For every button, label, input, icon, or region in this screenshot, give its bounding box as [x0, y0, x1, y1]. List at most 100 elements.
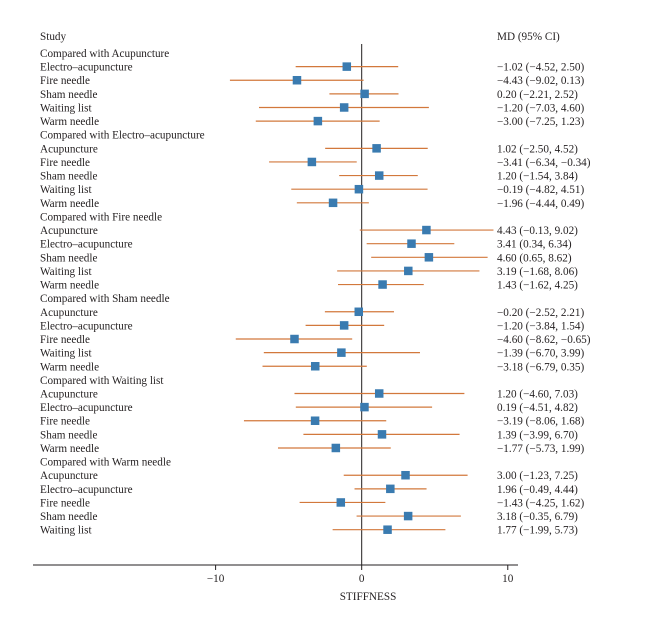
estimate-marker — [377, 430, 387, 439]
ci-value: −1.96 (−4.44, 0.49) — [497, 198, 584, 210]
ci-value: 3.19 (−1.68, 8.06) — [497, 266, 578, 278]
estimate-marker — [401, 470, 410, 480]
ci-value: −1.43 (−4.25, 1.62) — [497, 497, 584, 509]
row-label: Electro–acupuncture — [40, 484, 133, 496]
estimate-marker — [342, 62, 352, 71]
estimate-marker — [336, 498, 346, 507]
ci-value: 0.20 (−2.21, 2.52) — [497, 89, 578, 101]
study-column-header: Study — [40, 31, 67, 43]
x-tick-label: 0 — [359, 573, 365, 585]
ci-value: 1.39 (−3.99, 6.70) — [497, 429, 578, 441]
row-label: Fire needle — [40, 497, 90, 509]
row-label: Warm needle — [40, 198, 99, 210]
row-label: Sham needle — [40, 89, 98, 101]
row-label: Electro–acupuncture — [40, 320, 133, 332]
group-title: Compared with Warm needle — [40, 457, 171, 469]
ci-value: 4.60 (0.65, 8.62) — [497, 252, 572, 264]
ci-value: 3.41 (0.34, 6.34) — [497, 239, 572, 251]
estimate-marker — [372, 144, 381, 153]
ci-value: −3.18 (−6.79, 0.35) — [497, 361, 584, 373]
row-label: Warm needle — [40, 280, 99, 292]
estimate-marker — [374, 171, 384, 180]
x-tick-label: 10 — [502, 573, 514, 585]
ci-value: −1.20 (−7.03, 4.60) — [497, 102, 584, 114]
row-label: Fire needle — [40, 157, 90, 169]
group-title: Compared with Sham needle — [40, 293, 170, 305]
estimate-marker — [383, 525, 392, 534]
ci-value: −1.39 (−6.70, 3.99) — [497, 348, 584, 360]
estimate-marker — [313, 116, 323, 126]
estimate-marker — [403, 511, 413, 521]
ci-value: −0.19 (−4.82, 4.51) — [497, 184, 584, 196]
estimate-marker — [331, 443, 341, 453]
estimate-marker — [424, 253, 434, 262]
row-label: Acupuncture — [40, 307, 98, 319]
row-label: Acupuncture — [40, 225, 98, 237]
ci-value: −1.20 (−3.84, 1.54) — [497, 320, 584, 332]
ci-value: −3.19 (−8.06, 1.68) — [497, 416, 584, 428]
plot-rows: Compared with Acupuncture Electro–acupunc… — [40, 44, 591, 565]
ci-value: 1.96 (−0.49, 4.44) — [497, 484, 578, 496]
estimate-marker — [339, 321, 349, 330]
ci-value: −4.60 (−8.62, −0.65) — [497, 334, 591, 346]
estimate-marker — [378, 280, 387, 289]
row-label: Waiting list — [40, 184, 93, 196]
ci-value: −4.43 (−9.02, 0.13) — [497, 75, 584, 87]
estimate-marker — [360, 89, 369, 99]
x-axis-label: STIFFNESS — [340, 591, 397, 603]
ci-value: −1.77 (−5.73, 1.99) — [497, 443, 584, 455]
ci-value: 3.00 (−1.23, 7.25) — [497, 470, 578, 482]
ci-value: −0.20 (−2.52, 2.21) — [497, 307, 584, 319]
row-label: Sham needle — [40, 429, 98, 441]
row-label: Sham needle — [40, 171, 98, 183]
row-label: Sham needle — [40, 252, 98, 264]
row-label: Electro–acupuncture — [40, 402, 133, 414]
group-title: Compared with Waiting list — [40, 375, 164, 387]
row-label: Waiting list — [40, 102, 93, 114]
ci-value: 0.19 (−4.51, 4.82) — [497, 402, 578, 414]
estimate-column-header: MD (95% CI) — [497, 31, 560, 43]
row-label: Sham needle — [40, 511, 98, 523]
ci-value: 3.18 (−0.35, 6.79) — [497, 511, 578, 523]
estimate-marker — [328, 198, 338, 208]
row-label: Warm needle — [40, 443, 99, 455]
estimate-marker — [310, 416, 320, 425]
group-title: Compared with Electro–acupuncture — [40, 130, 205, 142]
row-label: Warm needle — [40, 361, 99, 373]
row-label: Waiting list — [40, 348, 93, 360]
ci-value: −3.41 (−6.34, −0.34) — [497, 157, 591, 169]
estimate-marker — [292, 75, 302, 85]
row-label: Electro–acupuncture — [40, 239, 133, 251]
estimate-marker — [290, 334, 299, 344]
row-label: Acupuncture — [40, 143, 98, 155]
x-tick-label: −10 — [207, 573, 225, 585]
row-label: Warm needle — [40, 116, 99, 128]
group-title: Compared with Acupuncture — [40, 48, 169, 60]
ci-value: 1.77 (−1.99, 5.73) — [497, 525, 578, 537]
estimate-marker — [422, 225, 431, 235]
row-label: Acupuncture — [40, 470, 98, 482]
row-label: Fire needle — [40, 416, 90, 428]
estimate-marker — [407, 239, 416, 248]
ci-value: 1.20 (−1.54, 3.84) — [497, 171, 578, 183]
row-label: Waiting list — [40, 525, 93, 537]
estimate-marker — [374, 389, 384, 398]
estimate-marker — [404, 266, 413, 276]
row-label: Acupuncture — [40, 389, 98, 401]
ci-value: −1.02 (−4.52, 2.50) — [497, 62, 584, 74]
ci-value: 4.43 (−0.13, 9.02) — [497, 225, 578, 237]
row-label: Fire needle — [40, 334, 90, 346]
estimate-marker — [354, 184, 364, 194]
ci-value: 1.20 (−4.60, 7.03) — [497, 389, 578, 401]
estimate-marker — [354, 307, 364, 317]
ci-value: −3.00 (−7.25, 1.23) — [497, 116, 584, 128]
ci-value: 1.43 (−1.62, 4.25) — [497, 280, 578, 292]
group-title: Compared with Fire needle — [40, 211, 162, 223]
estimate-marker — [386, 484, 395, 494]
row-label: Waiting list — [40, 266, 93, 278]
row-label: Electro–acupuncture — [40, 62, 133, 74]
estimate-marker — [307, 157, 317, 167]
ci-value: 1.02 (−2.50, 4.52) — [497, 143, 578, 155]
estimate-marker — [337, 348, 346, 357]
